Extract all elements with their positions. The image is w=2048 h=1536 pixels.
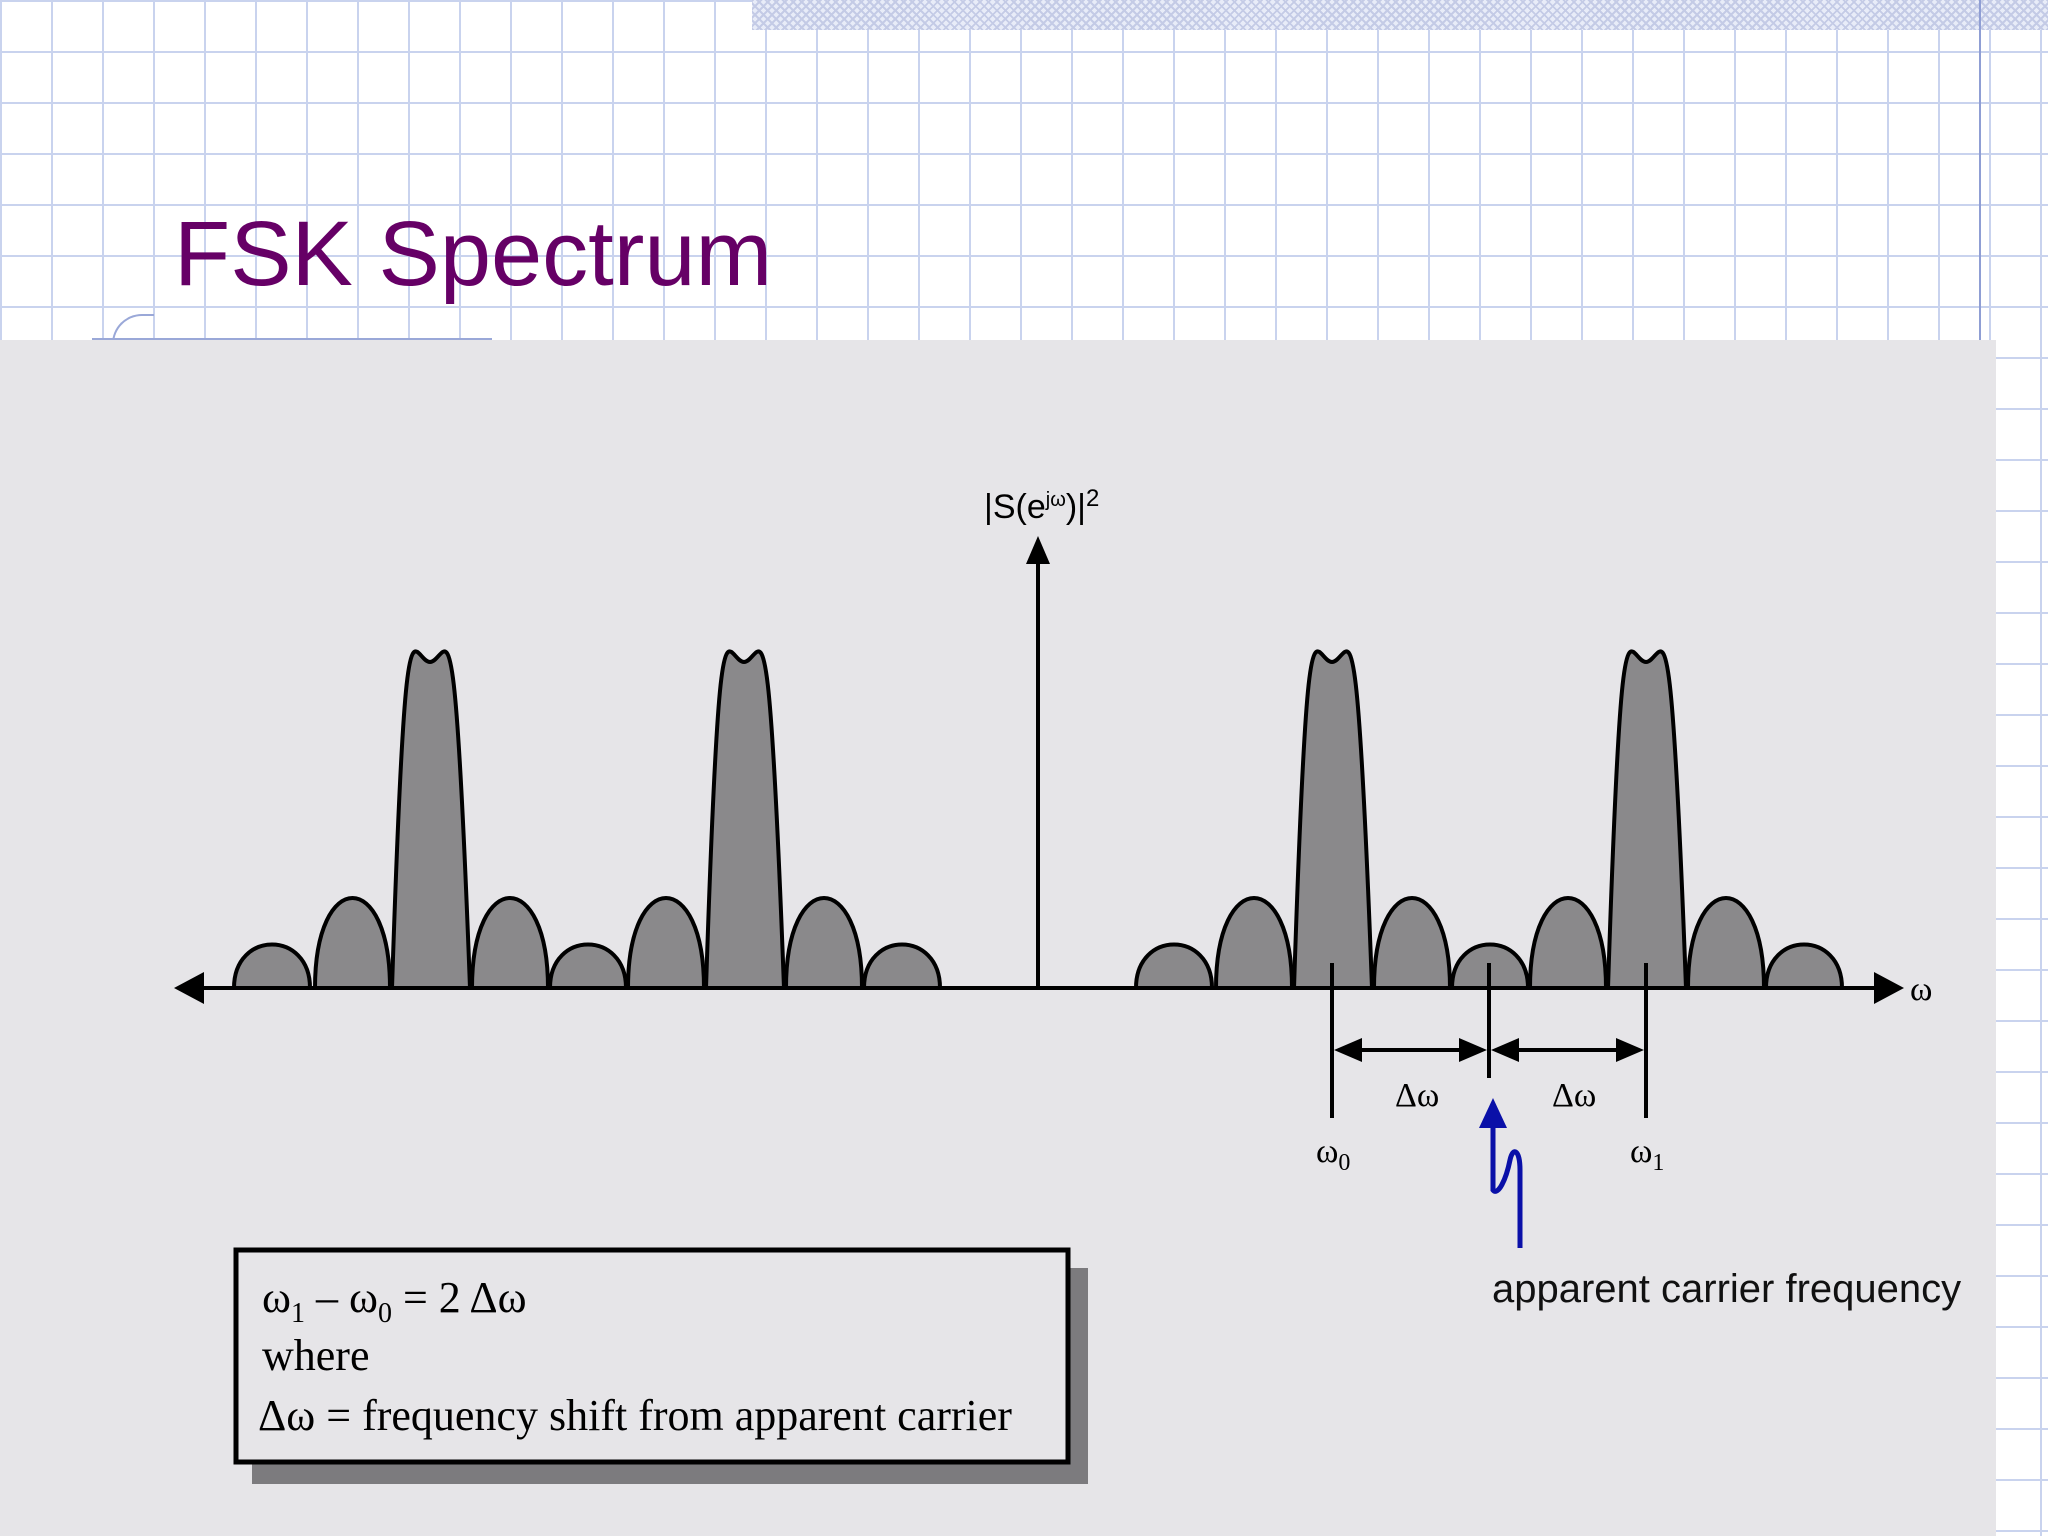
equation-line-2: where bbox=[262, 1331, 370, 1380]
equation-box bbox=[233, 1247, 1071, 1465]
title-decoration-curve bbox=[112, 314, 154, 352]
omega0-label: ω0 bbox=[1316, 1133, 1350, 1176]
omega1-label: ω1 bbox=[1630, 1133, 1664, 1176]
frequency-axis-label: ω bbox=[1910, 971, 1932, 1008]
spectral-lobe bbox=[1371, 896, 1453, 990]
axis-arrowhead-right bbox=[1874, 972, 1904, 1004]
equation-line-1: ω1 – ω0 = 2 Δω bbox=[262, 1273, 527, 1329]
spectral-lobe bbox=[1527, 896, 1609, 990]
negative-frequency-lobes bbox=[231, 649, 943, 990]
positive-frequency-lobes bbox=[1133, 649, 1845, 990]
spectral-lobe bbox=[547, 942, 629, 990]
spectral-lobe bbox=[1133, 942, 1215, 990]
delta-arrowheads bbox=[1334, 1038, 1644, 1062]
slide-top-band bbox=[752, 0, 2048, 30]
carrier-annotation: apparent carrier frequency bbox=[1492, 1267, 1961, 1311]
spectral-lobe bbox=[1213, 896, 1295, 990]
title-underline bbox=[92, 338, 492, 340]
magnitude-axis-arrowhead bbox=[1026, 536, 1050, 564]
main-lobe bbox=[1291, 649, 1375, 990]
spectral-lobe bbox=[861, 942, 943, 990]
arrowhead bbox=[1334, 1038, 1362, 1062]
spectral-lobe bbox=[1763, 942, 1845, 990]
delta-omega-label-left: Δω bbox=[1395, 1077, 1439, 1114]
magnitude-axis-label: |S(ejω)|2 bbox=[984, 485, 1099, 526]
arrowhead bbox=[1616, 1038, 1644, 1062]
main-lobe bbox=[1605, 649, 1689, 990]
spectral-lobe bbox=[231, 942, 313, 990]
carrier-pointer-squiggle bbox=[1490, 1126, 1523, 1248]
slide-accent-line bbox=[1979, 0, 1981, 345]
spectral-lobe bbox=[625, 896, 707, 990]
spectral-lobe bbox=[1685, 896, 1767, 990]
main-lobe bbox=[389, 649, 473, 990]
main-lobe bbox=[703, 649, 787, 990]
axis-arrowhead-left bbox=[174, 972, 204, 1004]
spectral-lobe bbox=[783, 896, 865, 990]
equation-line-3: Δω = frequency shift from apparent carri… bbox=[258, 1391, 1012, 1440]
spectral-lobe bbox=[469, 896, 551, 990]
delta-omega-label-right: Δω bbox=[1552, 1077, 1596, 1114]
spectral-lobe bbox=[312, 896, 393, 990]
carrier-pointer-arrowhead bbox=[1479, 1098, 1507, 1128]
slide-title: FSK Spectrum bbox=[174, 203, 773, 305]
arrowhead bbox=[1491, 1038, 1519, 1062]
arrowhead bbox=[1459, 1038, 1487, 1062]
carrier-pointer-arrow bbox=[1479, 1098, 1523, 1248]
